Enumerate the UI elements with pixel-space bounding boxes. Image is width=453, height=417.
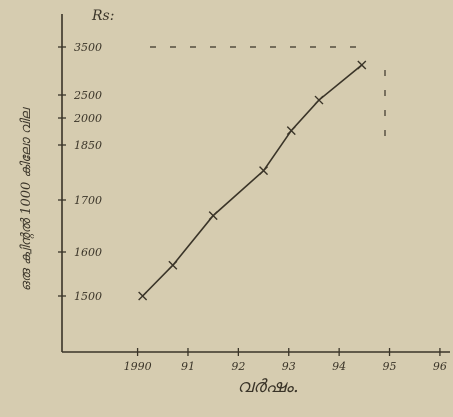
point [357, 60, 367, 70]
y-unit: Rs: [91, 8, 114, 24]
point [208, 211, 218, 221]
y-tick-label: 2000 [73, 112, 102, 125]
x-tick-label: 96 [433, 360, 447, 373]
x-axis-label: വർഷം. [237, 376, 298, 397]
x-tick-label: 93 [282, 360, 296, 373]
y-tick-label: 2500 [73, 89, 102, 102]
y-tick-label: 1700 [74, 194, 102, 207]
point [314, 95, 324, 105]
x-tick-label: 92 [231, 360, 245, 373]
y-tick-label: 1600 [74, 246, 102, 259]
y-tick-label: 1500 [74, 290, 102, 303]
point [259, 166, 269, 176]
point [168, 260, 178, 270]
x-tick-label: 95 [383, 360, 397, 373]
guide-lines [150, 46, 386, 150]
y-axis-label: ഒരു ക്വിന്റൽ 1000 കിലോ വില [19, 107, 34, 291]
y-tick-label: 3500 [74, 41, 102, 54]
x-tick-label: 91 [181, 360, 195, 373]
x-tick-label: 94 [332, 360, 346, 373]
point [138, 291, 148, 301]
point [286, 126, 296, 136]
y-tick-label: 1850 [74, 139, 102, 152]
x-tick-label: 1990 [124, 360, 152, 373]
line [142, 64, 363, 297]
